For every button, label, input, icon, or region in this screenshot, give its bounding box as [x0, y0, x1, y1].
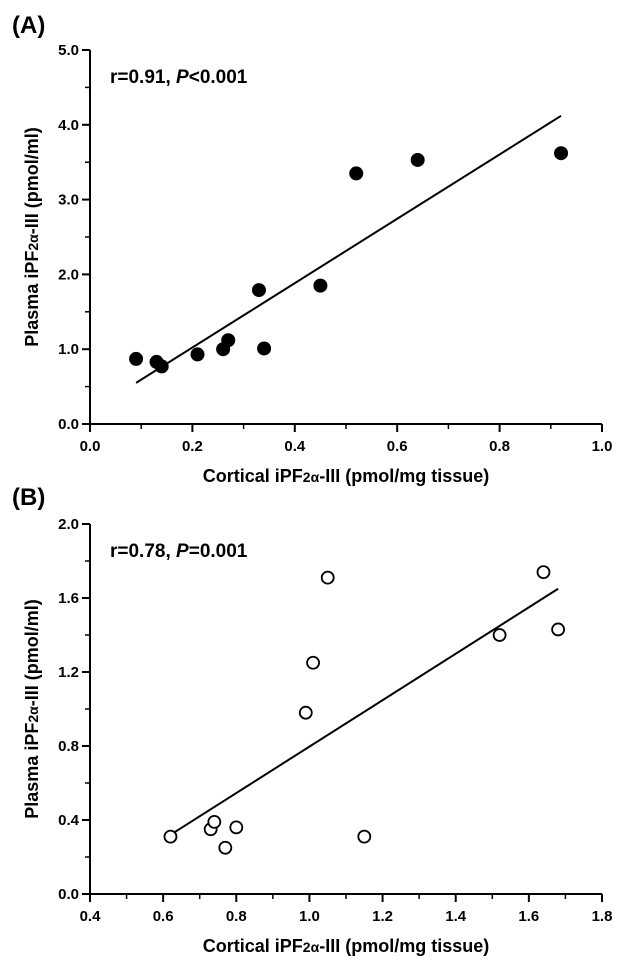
- panel-a-x-label-suffix: -III (pmol/mg tissue): [319, 466, 489, 486]
- panel-a-x-tick-label: 1.0: [592, 438, 613, 455]
- panel-b-data-point: [551, 622, 566, 637]
- panel-a-y-tick-label: 4.0: [58, 117, 79, 134]
- panel-b-y-tick-label: 0.0: [58, 886, 79, 903]
- panel-a-x-label-sub: 2α: [303, 469, 320, 485]
- panel-b-x-tick-label: 1.0: [299, 908, 320, 925]
- panel-b-data-point: [320, 570, 335, 585]
- panel-a-x-label-prefix: Cortical iPF: [203, 466, 303, 486]
- panel-a-x-tick-label: 0.8: [489, 438, 510, 455]
- panel-b-y-label-suffix: -III (pmol/ml): [22, 599, 42, 706]
- panel-b-label: (B): [12, 484, 45, 511]
- panel-b-y-label-prefix: Plasma iPF: [22, 723, 42, 819]
- panel-a-y-label-prefix: Plasma iPF: [22, 251, 42, 347]
- panel-b-r-value: r=0.78,: [110, 541, 176, 562]
- panel-a-x-tick-label: 0.2: [182, 438, 203, 455]
- panel-b-data-point: [207, 814, 222, 829]
- panel-a-y-axis-label: Plasma iPF2α-III (pmol/ml): [22, 127, 42, 346]
- panel-b-x-label-sub: 2α: [303, 939, 320, 955]
- panel-a-y-label-sub: 2α: [25, 234, 41, 251]
- panel-a-stat-annotation: r=0.91, P<0.001: [110, 67, 248, 88]
- panel-a: (A) 0.0 0.2 0.4 0.6 0.8 1.0 0.0 1.0 2.0 3.0 4.0 5.0 r…: [12, 12, 612, 486]
- panel-b-p-value: =0.001: [189, 541, 248, 562]
- panel-b-data-point: [229, 820, 244, 835]
- panel-a-data-point: [251, 283, 266, 298]
- panel-b-x-label-prefix: Cortical iPF: [203, 936, 303, 956]
- panel-b-data-point: [492, 628, 507, 642]
- panel-b-y-tick-label: 1.6: [58, 590, 79, 607]
- panel-b-y-tick-label: 1.2: [58, 664, 79, 681]
- panel-b-x-label-suffix: -III (pmol/mg tissue): [319, 936, 489, 956]
- panel-b-y-axis-label: Plasma iPF2α-III (pmol/ml): [22, 599, 42, 818]
- panel-b-stat-annotation: r=0.78, P=0.001: [110, 541, 248, 562]
- panel-a-p-symbol: P: [176, 67, 189, 88]
- panel-b-y-tick-label: 0.4: [58, 812, 80, 829]
- panel-b-x-tick-label: 0.4: [80, 908, 102, 925]
- panel-b-y-tick-label: 2.0: [58, 516, 79, 533]
- panel-b-data-point: [536, 565, 551, 579]
- panel-a-x-axis-label: Cortical iPF2α-III (pmol/mg tissue): [203, 466, 489, 486]
- panel-a-data-point: [257, 341, 272, 356]
- panel-a-x-tick-label: 0.0: [80, 438, 101, 455]
- panel-b-data-point: [306, 655, 320, 670]
- panel-b-x-tick-label: 1.6: [518, 908, 539, 925]
- panel-b: (B)0.4 0.6 0.8 1.0 1.2 1.4 1.6 1.80.00.40.81.21…: [12, 484, 612, 956]
- panel-b-x-axis-label: Cortical iPF2α-III (pmol/mg tissue): [203, 936, 489, 956]
- panel-a-y-tick-label: 0.0: [58, 416, 79, 433]
- panel-b-x-tick-label: 1.8: [592, 908, 613, 925]
- panel-a-data-point: [313, 278, 328, 293]
- panel-a-data-point: [554, 146, 569, 161]
- panel-b-x-tick-label: 0.6: [153, 908, 174, 925]
- panel-a-data-point: [349, 166, 364, 181]
- panel-b-x-tick-label: 1.4: [445, 908, 467, 925]
- panel-a-label: (A): [12, 12, 45, 39]
- panel-b-y-label-sub: 2α: [25, 706, 41, 723]
- panel-a-y-tick-label: 2.0: [58, 266, 79, 283]
- panel-a-y-tick-label: 5.0: [58, 42, 79, 59]
- panel-b-y-tick-label: 0.8: [58, 738, 79, 755]
- panel-a-data-point: [190, 347, 205, 362]
- panel-a-p-value: <0.001: [189, 67, 248, 88]
- panel-a-data-point: [410, 152, 425, 167]
- panel-a-y-tick-label: 1.0: [58, 341, 79, 358]
- panel-a-r-value: r=0.91,: [110, 67, 176, 88]
- panel-b-data-point: [357, 829, 372, 844]
- panel-b-data-point: [163, 829, 178, 844]
- panel-a-fit-line: [135, 114, 562, 384]
- panel-a-y-label-suffix: -III (pmol/ml): [22, 127, 42, 234]
- panel-b-data-point: [218, 840, 233, 855]
- panel-b-x-tick-label: 1.2: [372, 908, 393, 925]
- panel-a-x-tick-label: 0.4: [284, 438, 306, 455]
- panel-b-data-point: [298, 705, 313, 720]
- panel-b-x-tick-label: 0.8: [226, 908, 247, 925]
- panel-a-data-point: [154, 359, 169, 374]
- panel-a-data-point: [129, 351, 144, 366]
- panel-a-y-tick-label: 3.0: [58, 192, 79, 209]
- panel-b-p-symbol: P: [176, 541, 189, 562]
- panel-a-x-tick-label: 0.6: [387, 438, 408, 455]
- panel-a-data-point: [221, 333, 236, 348]
- panel-b-fit-line: [169, 587, 559, 836]
